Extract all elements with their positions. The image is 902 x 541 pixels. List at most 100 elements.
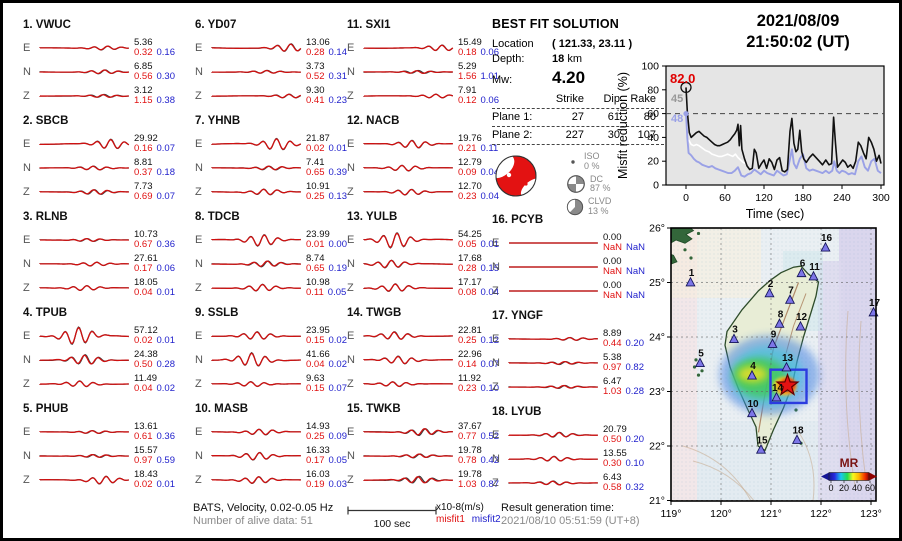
misfit2-value: 0.01: [156, 335, 176, 346]
misfit2-value: NaN: [626, 290, 646, 301]
component-label: Z: [23, 378, 30, 390]
component-label: N: [492, 453, 500, 465]
station-block-TDCB: 8. TDCB E 23.99 0.01 0.00 N 8.74 0.65 0.19 Z 10.98…: [195, 207, 363, 303]
station-title: 10. MASB: [195, 403, 249, 415]
component-label: Z: [195, 282, 202, 294]
peak-amplitude: 21.87: [306, 132, 330, 144]
islet: [692, 365, 697, 369]
trace-row-NACB-N: N 12.79 0.09 0.04: [347, 156, 515, 180]
component-label: Z: [492, 285, 499, 297]
trace-values: 12.79 0.09 0.04: [458, 157, 510, 179]
peak-amplitude: 12.70: [458, 180, 482, 192]
component-label: E: [347, 234, 355, 246]
station-block-SXI1: 11. SXI1 E 15.49 0.18 0.06 N 5.29 1.56 1.01 Z 7.91…: [347, 15, 515, 111]
trace-values: 15.49 0.18 0.06: [458, 37, 510, 59]
trace-values: 23.95 0.15 0.02: [306, 325, 358, 347]
waveform-TPUB-E: [39, 326, 129, 345]
trace-row-TWKB-E: E 37.67 0.77 0.52: [347, 420, 515, 444]
map-station-triangle-12: [795, 320, 806, 331]
data-source-note: BATS, Velocity, 0.02-0.05 Hz: [193, 502, 334, 514]
lon-tick-label: 120°: [710, 508, 732, 520]
dc-beachball-icon: [567, 175, 585, 193]
map-station-number: 4: [750, 361, 756, 372]
misfit2-value: 0.00: [328, 239, 348, 250]
peak-amplitude: 19.76: [458, 132, 482, 144]
peak-amplitude: 9.30: [306, 84, 325, 96]
waveform-SXI1-E: [363, 44, 454, 52]
misfit2-value: 0.12: [480, 335, 500, 346]
misfit-values: 0.09 0.04: [458, 167, 510, 179]
trace-values: 19.78 0.78 0.42: [458, 445, 510, 467]
trace-row-MASB-N: N 16.33 0.17 0.05: [195, 444, 363, 468]
svg-text:60: 60: [647, 108, 659, 120]
waveform-TPUB-Z: [39, 380, 129, 388]
colorbar-title: MR: [840, 456, 859, 470]
component-label: N: [492, 357, 500, 369]
misfit1-value: 0.17: [306, 455, 325, 466]
misfit1-legend: misfit1: [436, 514, 465, 525]
trace-values: 5.36 0.32 0.16: [134, 37, 186, 59]
misfit-values: 0.37 0.18: [134, 167, 186, 179]
trace-values: 3.73 0.52 0.31: [306, 61, 358, 83]
misfit1-value: 0.05: [458, 239, 477, 250]
lon-tick-label: 119°: [661, 508, 682, 520]
map-station-number: 9: [771, 330, 777, 341]
misfit1-value: 0.37: [134, 167, 153, 178]
peak-amplitude: 24.38: [134, 348, 158, 360]
dc-item: DC 87 %: [566, 174, 611, 194]
lat-tick-label: 25°: [649, 277, 665, 289]
peak-amplitude: 7.91: [458, 84, 477, 96]
trace-values: 17.68 0.28 0.15: [458, 253, 510, 275]
misfit2-value: 0.01: [156, 479, 176, 490]
waveform-VWUC-Z: [39, 93, 129, 98]
map-station-number: 1: [689, 268, 695, 279]
peak-amplitude: 10.73: [134, 228, 158, 240]
misfit-values: 1.03 0.87: [458, 479, 510, 491]
colorbar-tick: 0: [828, 483, 833, 493]
trace-values: 11.92 0.23 0.10: [458, 373, 510, 395]
trace-values: 24.38 0.50 0.28: [134, 348, 186, 371]
misfit-values: 0.19 0.03: [306, 479, 358, 491]
misfit2-value: 0.82: [625, 362, 645, 373]
trace-values: 0.00 NaN NaN: [603, 232, 655, 254]
trace-values: 0.00 NaN NaN: [603, 280, 655, 302]
waveform-column-3: 11. SXI1 E 15.49 0.18 0.06 N 5.29 1.56 1.01 Z 7.91…: [347, 15, 515, 495]
peak-amplitude: 13.61: [134, 420, 158, 432]
station-title: 5. PHUB: [23, 403, 69, 415]
misfit-values: 0.12 0.06: [458, 95, 510, 107]
trace-row-YULB-Z: Z 17.17 0.08 0.04: [347, 276, 515, 300]
misfit2-value: 0.23: [328, 95, 348, 106]
map-station-triangle-8: [774, 318, 785, 328]
component-label: N: [347, 450, 355, 462]
depth-label: Depth:: [492, 53, 525, 65]
trace-values: 18.43 0.02 0.01: [134, 469, 186, 491]
misfit1-value: 0.69: [134, 191, 153, 202]
misfit-values: 0.65 0.19: [306, 263, 358, 275]
trace-row-YD07-E: E 13.06 0.28 0.14: [195, 36, 363, 60]
peak-amplitude: 15.57: [134, 444, 158, 456]
waveform-LYUB-E: [508, 431, 598, 438]
station-title: 8. TDCB: [195, 211, 240, 223]
station-block-TPUB: 4. TPUB E 57.12 0.02 0.01 N 24.38 0.50 0.28 Z 11.4…: [23, 303, 191, 399]
misfit-values: 1.03 0.28: [603, 386, 655, 398]
peak-amplitude: 10.98: [306, 276, 330, 288]
map-station-number: 8: [778, 309, 784, 320]
misfit2-value: 0.36: [156, 239, 176, 250]
peak-amplitude: 18.05: [134, 276, 158, 288]
trace-row-TWGB-Z: Z 11.92 0.23 0.10: [347, 372, 515, 396]
misfit2-value: 0.52: [480, 431, 500, 442]
mw-label: Mw:: [492, 74, 513, 86]
colorbar-tick: 60: [865, 483, 875, 493]
svg-text:82.0: 82.0: [670, 71, 695, 86]
misfit2-value: 0.07: [328, 383, 348, 394]
misfit1-value: 0.32: [134, 47, 153, 58]
trace-values: 37.67 0.77 0.52: [458, 421, 510, 443]
trace-values: 41.66 0.04 0.02: [306, 349, 358, 371]
misfit1-value: 0.25: [458, 335, 477, 346]
misfit-values: NaN NaN: [603, 242, 655, 254]
trace-values: 9.30 0.41 0.23: [306, 84, 358, 107]
component-label: E: [492, 429, 500, 441]
map-station-triangle-18: [791, 434, 803, 444]
misfit2-value: 0.31: [328, 71, 348, 82]
component-label: N: [492, 261, 500, 273]
